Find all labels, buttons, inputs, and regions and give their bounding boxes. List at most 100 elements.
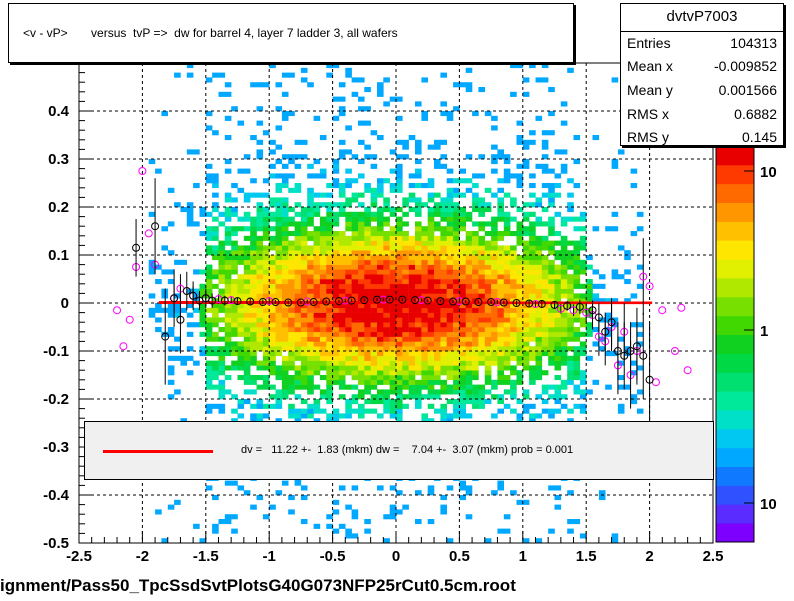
heatmap-cell — [415, 322, 422, 328]
heatmap-cell — [345, 183, 352, 189]
heatmap-cell — [256, 211, 264, 217]
heatmap-cell — [567, 418, 574, 424]
heatmap-cell — [396, 216, 403, 222]
palette-swatch — [716, 353, 754, 373]
heatmap-cell — [275, 235, 283, 241]
heatmap-cell — [300, 322, 308, 328]
heatmap-cell — [338, 394, 346, 400]
heatmap-cell — [522, 365, 530, 371]
heatmap-cell — [383, 355, 390, 361]
heatmap-cell — [326, 279, 333, 285]
heatmap-cell — [256, 216, 264, 222]
heatmap-cell — [218, 264, 226, 270]
heatmap-cell — [364, 346, 371, 352]
heatmap-cell — [332, 178, 340, 184]
heatmap-cell — [402, 504, 409, 510]
heatmap-cell — [503, 211, 511, 217]
heatmap-cell — [319, 317, 327, 323]
heatmap-cell — [370, 231, 378, 237]
heatmap-cell — [396, 259, 403, 265]
heatmap-cell — [256, 235, 264, 241]
black-profile-point — [525, 299, 534, 308]
heatmap-cell — [396, 255, 403, 261]
heatmap-cell — [313, 370, 321, 376]
heatmap-cell — [421, 77, 428, 83]
heatmap-cell — [237, 341, 245, 347]
heatmap-cell — [415, 159, 422, 165]
heatmap-cell — [465, 490, 473, 496]
heatmap-cell — [275, 144, 283, 150]
heatmap-cell — [288, 159, 295, 165]
heatmap-cell — [624, 250, 631, 256]
heatmap-cell — [383, 178, 390, 184]
heatmap-cell — [440, 72, 447, 78]
black-profile-point — [322, 297, 331, 306]
heatmap-cell — [383, 394, 390, 400]
heatmap-cell — [503, 360, 511, 366]
heatmap-cell — [332, 365, 340, 371]
heatmap-cell — [250, 375, 257, 381]
heatmap-cell — [275, 255, 283, 261]
heatmap-cell — [567, 346, 574, 352]
heatmap-cell — [491, 231, 498, 237]
heatmap-cell — [484, 389, 492, 395]
heatmap-cell — [351, 322, 359, 328]
heatmap-cell — [243, 389, 251, 395]
heatmap-cell — [338, 327, 346, 333]
heatmap-cell — [503, 322, 511, 328]
heatmap-cell — [465, 331, 473, 337]
heatmap-cell — [389, 245, 397, 251]
heatmap-cell — [351, 533, 359, 539]
heatmap-cell — [624, 255, 631, 261]
black-profile-point — [550, 300, 559, 309]
heatmap-cell — [465, 375, 473, 381]
heatmap-cell — [269, 283, 276, 289]
heatmap-cell — [300, 341, 308, 347]
heatmap-cell — [522, 327, 530, 333]
heatmap-cell — [421, 327, 428, 333]
heatmap-cell — [288, 259, 295, 265]
heatmap-cell — [243, 255, 251, 261]
heatmap-cell — [275, 389, 283, 395]
heatmap-cell — [332, 274, 340, 280]
heatmap-cell — [472, 274, 479, 280]
palette-swatch — [716, 410, 754, 430]
heatmap-cell — [370, 341, 378, 347]
heatmap-cell — [548, 312, 555, 318]
heatmap-cell — [224, 336, 232, 342]
heatmap-cell — [300, 231, 308, 237]
heatmap-cell — [573, 365, 581, 371]
magenta-profile-point — [379, 295, 388, 304]
heatmap-cell — [243, 303, 251, 309]
heatmap-cell — [250, 178, 257, 184]
heatmap-cell — [396, 187, 403, 193]
heatmap-cell — [262, 351, 270, 357]
heatmap-cell — [313, 255, 321, 261]
heatmap-cell — [516, 418, 524, 424]
heatmap-cell — [440, 379, 447, 385]
heatmap-cell — [358, 336, 365, 342]
heatmap-cell — [199, 211, 207, 217]
heatmap-cell — [155, 279, 162, 285]
heatmap-cell — [262, 331, 270, 337]
heatmap-cell — [383, 245, 390, 251]
heatmap-cell — [275, 259, 283, 265]
heatmap-cell — [427, 264, 435, 270]
heatmap-cell — [402, 379, 409, 385]
heatmap-cell — [243, 370, 251, 376]
heatmap-cell — [421, 226, 428, 232]
heatmap-cell — [281, 115, 289, 121]
magenta-profile-point — [125, 315, 134, 324]
heatmap-cell — [529, 264, 536, 270]
heatmap-cell — [351, 375, 359, 381]
heatmap-cell — [415, 240, 422, 246]
heatmap-cell — [288, 307, 295, 313]
heatmap-cell — [383, 370, 390, 376]
heatmap-cell — [408, 279, 416, 285]
heatmap-cell — [472, 307, 479, 313]
heatmap-cell — [262, 82, 270, 88]
heatmap-cell — [250, 250, 257, 256]
heatmap-cell — [630, 399, 638, 405]
heatmap-cell — [541, 130, 549, 136]
heatmap-cell — [161, 293, 168, 299]
